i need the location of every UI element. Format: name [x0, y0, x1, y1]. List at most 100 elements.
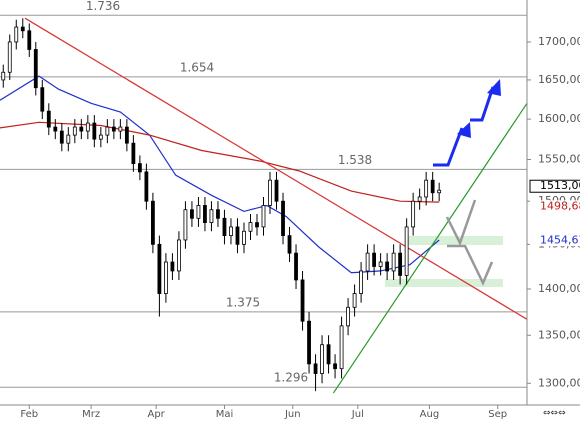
x-tick-label: Sep	[488, 409, 507, 420]
candle-body	[183, 209, 188, 241]
candle-body	[300, 279, 305, 322]
candle-body	[72, 126, 77, 136]
level-label: 1.296	[274, 371, 308, 385]
candle-body	[177, 239, 181, 272]
candle-body	[1, 71, 6, 81]
candle-body	[255, 222, 259, 228]
candle-body	[190, 209, 194, 219]
candle-body	[261, 205, 266, 228]
candle-body	[124, 126, 129, 144]
candle-body	[157, 243, 162, 294]
plot-area: 1.736 1.654 1.538 1.375 1.296	[0, 0, 528, 394]
candle-body	[170, 261, 175, 272]
candle-body	[196, 205, 201, 219]
zone-upper	[405, 236, 503, 245]
candle-body	[385, 261, 390, 272]
candle-body	[53, 126, 58, 132]
candle-body	[281, 200, 285, 237]
last-value-box	[530, 200, 580, 213]
candle-body	[424, 179, 429, 198]
candle-body	[378, 261, 383, 267]
scenario-arrow-gray	[447, 244, 494, 287]
candle-body	[372, 252, 377, 267]
last-value-label: 1513,00	[540, 179, 580, 192]
x-tick-label: Feb	[20, 409, 38, 420]
candle-body	[437, 189, 442, 194]
y-tick-label: 1600,000	[538, 112, 580, 125]
candle-body	[346, 306, 350, 327]
candle-body	[333, 363, 337, 370]
candle-body	[144, 171, 149, 202]
candle-body	[248, 222, 253, 232]
level-label: 1.375	[226, 295, 260, 309]
candle-body	[27, 30, 32, 50]
candle-body	[417, 196, 422, 202]
candle-body	[430, 179, 435, 194]
y-tick-label: 1550,000	[538, 152, 580, 165]
line-series	[0, 121, 440, 203]
candle-body	[46, 110, 51, 128]
candle-body	[118, 126, 123, 132]
x-tick-label: Aug	[420, 409, 440, 420]
y-tick-label: 1650,000	[538, 73, 580, 86]
candle-body	[268, 179, 272, 206]
arrow-head	[487, 79, 501, 96]
candle-body	[398, 252, 403, 276]
candle-body	[14, 26, 19, 43]
candle-body	[85, 122, 90, 132]
candle-body	[294, 252, 298, 281]
candle-body	[352, 293, 357, 308]
candle-body	[137, 163, 142, 173]
level-label: 1.538	[338, 153, 372, 167]
candle-body	[307, 320, 311, 365]
x-tick-label: Mrz	[82, 409, 100, 420]
zone-lower	[385, 279, 503, 287]
y-tick-label: 1700,000	[538, 35, 580, 48]
candle-body	[164, 261, 168, 294]
candle-body	[404, 226, 409, 276]
y-tick-label: 1350,000	[538, 328, 580, 341]
candle-body	[339, 325, 344, 370]
candle-body	[20, 26, 25, 32]
candle-body	[391, 252, 396, 272]
candle-body	[66, 134, 71, 144]
scenario-arrow-gray	[445, 199, 477, 247]
x-tick-label: Apr	[147, 409, 165, 420]
candle-body	[229, 226, 233, 237]
line-series	[0, 75, 440, 274]
candle-body	[40, 87, 45, 112]
candle-body	[33, 49, 38, 89]
level-label: 1.736	[86, 0, 120, 13]
candle-body	[313, 363, 318, 374]
candle-body	[320, 344, 324, 374]
candle-body	[287, 235, 292, 254]
candle-body	[274, 179, 279, 202]
line-series	[332, 102, 528, 394]
candle-body	[216, 209, 220, 219]
candle-body	[111, 126, 116, 132]
candle-body	[411, 200, 416, 228]
y-tick-label: 1400,000	[538, 282, 580, 295]
candle-body	[92, 122, 97, 140]
last-value-box	[530, 234, 580, 247]
candle-body	[359, 270, 363, 294]
last-value-box	[529, 179, 580, 193]
candle-body	[326, 344, 331, 365]
level-label: 1.654	[180, 60, 214, 74]
x-tick-label: Jun	[284, 409, 301, 420]
candle-body	[105, 126, 110, 136]
x-tick-label: Mai	[216, 409, 234, 420]
candle-body	[203, 205, 207, 223]
candle-body	[242, 230, 246, 245]
candle-body	[209, 209, 214, 223]
candle-body	[131, 142, 136, 165]
scroll-icons[interactable]: ⇔⇔⇔	[543, 409, 566, 419]
candle-body	[79, 126, 84, 132]
y-tick-label: 1300,000	[538, 376, 580, 389]
line-series	[24, 17, 528, 320]
candle-body	[235, 226, 240, 245]
last-value-label: 1498,68	[540, 199, 580, 212]
candle-body	[7, 41, 12, 73]
